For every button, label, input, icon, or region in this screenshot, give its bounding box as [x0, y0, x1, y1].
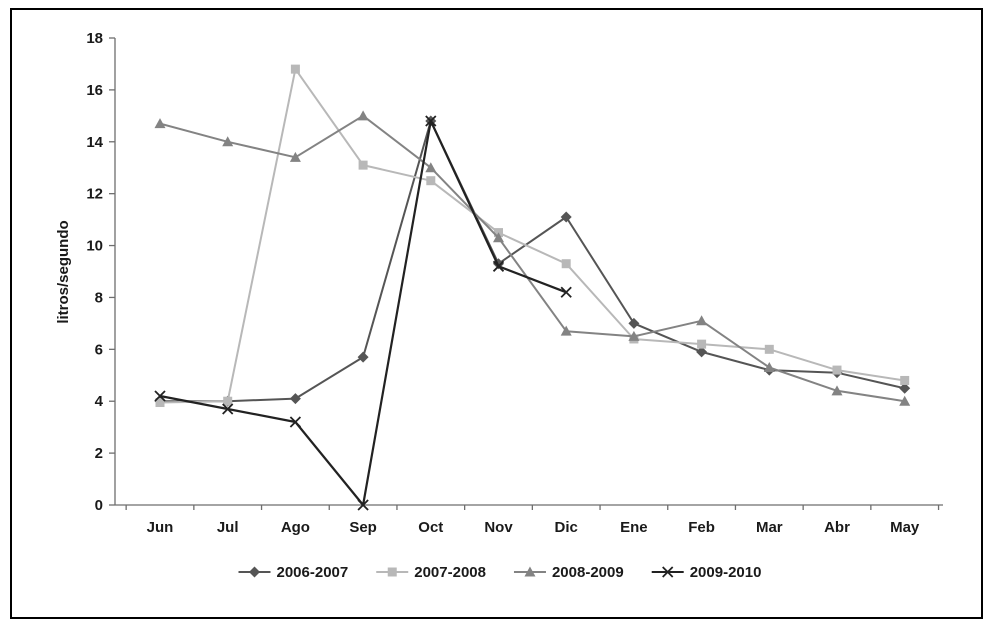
diamond-marker: [357, 351, 369, 363]
diamond-marker: [560, 211, 572, 223]
diamond-marker: [899, 382, 911, 394]
series-2009-2010: [154, 115, 572, 511]
triangle-marker: [696, 315, 708, 326]
x-category-label: Ene: [620, 519, 648, 536]
series-line: [159, 68, 905, 404]
x-category-label: Sep: [349, 519, 377, 536]
square-marker: [764, 344, 774, 354]
legend-label: 2007-2008: [414, 564, 486, 581]
x-category-label: Feb: [688, 519, 715, 536]
triangle-marker: [831, 385, 843, 396]
triangle-marker: [425, 162, 437, 173]
triangle-marker: [154, 118, 166, 129]
legend-item: 2008-2009: [513, 564, 624, 581]
legend-label: 2008-2009: [552, 564, 624, 581]
x-marker: [425, 115, 437, 127]
triangle-marker: [524, 566, 536, 577]
triangle-marker: [899, 395, 911, 406]
square-marker: [223, 396, 233, 406]
triangle-marker: [628, 330, 640, 341]
legend-item: 2009-2010: [651, 564, 762, 581]
series-line: [159, 114, 905, 403]
x-marker: [289, 416, 302, 428]
diamond-marker: [696, 346, 708, 358]
y-tick-label: 6: [95, 341, 103, 358]
y-tick-label: 8: [95, 289, 103, 306]
x-category-label: Ago: [281, 519, 310, 536]
diamond-marker: [628, 317, 640, 329]
chart-border: [10, 8, 983, 619]
square-marker: [697, 339, 707, 349]
x-marker: [492, 260, 505, 272]
legend-label: 2006-2007: [277, 564, 349, 581]
y-tick-label: 12: [86, 186, 103, 203]
y-axis-title: litros/segundo: [55, 220, 72, 323]
series-2006-2007: [154, 115, 911, 407]
triangle-marker: [289, 151, 301, 162]
diamond-marker: [249, 566, 260, 578]
y-tick-label: 16: [86, 82, 103, 99]
triangle-marker: [222, 136, 234, 147]
x-category-label: Abr: [824, 519, 850, 536]
y-tick-label: 2: [95, 445, 103, 462]
series-2008-2009: [154, 110, 911, 406]
legend-label: 2009-2010: [690, 564, 762, 581]
x-category-label: Oct: [418, 519, 443, 536]
plot-area: 0 2 4 6 8 10 12 14 16 18 Jun Jul Ago Sep Oct Nov Dic Ene F…: [86, 30, 943, 536]
square-marker: [358, 160, 368, 170]
triangle-marker: [357, 110, 369, 121]
square-marker: [832, 365, 842, 375]
square-marker: [290, 64, 300, 74]
series-line: [159, 119, 567, 507]
x-category-label: May: [890, 519, 920, 536]
y-tick-label: 0: [95, 497, 103, 514]
legend-item: 2006-2007: [238, 564, 349, 581]
x-marker: [560, 286, 572, 298]
x-category-label: Nov: [484, 519, 513, 536]
y-tick-label: 4: [95, 393, 104, 410]
x-marker: [154, 390, 166, 402]
triangle-marker: [560, 325, 572, 336]
square-marker: [900, 375, 910, 385]
x-category-label: Jul: [217, 519, 239, 536]
x-marker: [222, 403, 234, 415]
y-tick-label: 14: [86, 134, 103, 151]
y-tick-label: 18: [86, 30, 103, 47]
x-category-label: Mar: [756, 519, 783, 536]
square-marker: [155, 398, 165, 408]
series-2007-2008: [155, 64, 910, 408]
triangle-marker: [493, 232, 504, 243]
square-marker: [387, 567, 397, 577]
square-marker: [561, 259, 571, 269]
diamond-marker: [289, 393, 301, 405]
series-line: [160, 120, 905, 403]
x-category-label: Jun: [147, 519, 174, 536]
y-tick-label: 10: [86, 238, 103, 255]
square-marker: [426, 176, 436, 186]
triangle-marker: [763, 361, 775, 372]
legend-item: 2007-2008: [376, 564, 486, 581]
legend: 2006-2007 2007-2008 2008-2009 2009-2010: [238, 564, 762, 581]
x-marker: [357, 499, 369, 511]
x-category-label: Dic: [555, 519, 578, 536]
x-marker: [662, 566, 674, 578]
